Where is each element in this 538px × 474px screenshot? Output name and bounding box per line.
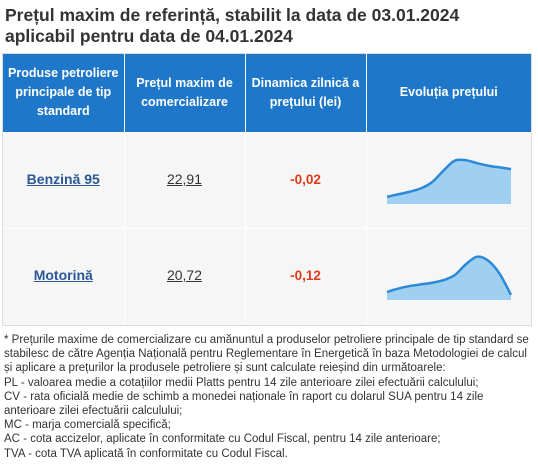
sparkline-line — [386, 158, 511, 199]
page-title: Prețul maxim de referință, stabilit la d… — [5, 5, 460, 46]
table-row: Benzină 95 22,91 -0,02 — [3, 131, 531, 228]
footnote-intro: * Prețurile maxime de comercializare cu … — [4, 334, 529, 375]
footnote-pl: PL - valoarea medie a cotațiilor medii P… — [4, 376, 479, 389]
table-header-row: Produse petroliere principale de tip sta… — [3, 54, 531, 132]
price-trend-sparkline — [386, 255, 512, 301]
header-daily-change: Dinamica zilnică a prețului (lei) — [245, 54, 367, 132]
product-link-motorina[interactable]: Motorină — [33, 267, 93, 284]
sparkline-area — [386, 159, 511, 204]
header-max-price: Prețul maxim de comercializare — [124, 54, 246, 132]
header-price-evolution: Evoluția prețului — [366, 54, 531, 132]
price-value[interactable]: 22,91 — [166, 171, 203, 187]
price-value[interactable]: 20,72 — [166, 267, 203, 284]
product-link-benzina-95[interactable]: Benzină 95 — [26, 171, 100, 187]
price-table: Produse petroliere principale de tip sta… — [2, 53, 532, 326]
footnotes: * Prețurile maxime de comercializare cu … — [4, 333, 532, 461]
footnote-ac: AC - cota accizelor, aplicate în conform… — [4, 433, 441, 446]
sparkline-line — [386, 255, 512, 296]
footnote-cv: CV - rata oficială medie de schimb a mon… — [4, 390, 484, 418]
price-trend-sparkline — [386, 158, 511, 204]
daily-change-value: -0,02 — [290, 172, 321, 187]
table-row: Motorină 20,72 -0,12 — [3, 227, 531, 324]
footnote-mc: MC - marja comercială specifică; — [4, 419, 171, 432]
footnote-tva: TVA - cota TVA aplicată în conformitate … — [4, 447, 288, 460]
daily-change-value: -0,12 — [290, 268, 321, 284]
header-products: Produse petroliere principale de tip sta… — [3, 54, 125, 132]
